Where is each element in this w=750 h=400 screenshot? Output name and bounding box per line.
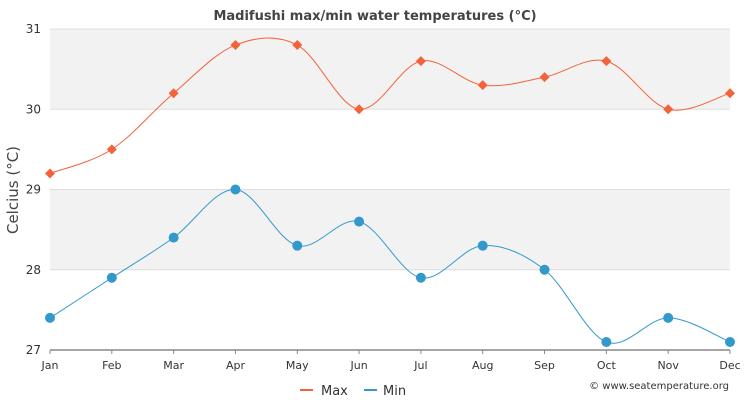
data-point-min[interactable] <box>415 272 426 283</box>
data-point-max[interactable] <box>45 168 55 179</box>
x-axis-ticks: Jan Feb Mar Apr May Jun Jul Aug Sep Oct Nov Dec <box>41 350 741 372</box>
x-tick-label: Mar <box>163 359 184 372</box>
legend-min-label: Min <box>383 384 406 399</box>
data-point-max[interactable] <box>539 72 550 83</box>
credit-text: © www.seatemperature.org <box>589 381 729 392</box>
legend[interactable]: Max Min <box>300 384 406 399</box>
chart-title: Madifushi max/min water temperatures (°C… <box>213 9 536 24</box>
x-tick-label: Aug <box>472 359 493 372</box>
plot-band <box>50 189 730 270</box>
data-point-min[interactable] <box>725 336 735 347</box>
series-line-max <box>49 37 731 174</box>
data-point-max[interactable] <box>292 40 303 51</box>
x-tick-label: Oct <box>597 359 617 372</box>
data-point-max[interactable] <box>168 88 179 99</box>
y-tick-label: 27 <box>26 343 41 357</box>
y-tick-label: 29 <box>26 183 41 197</box>
data-point-max[interactable] <box>106 144 117 155</box>
y-tick-label: 30 <box>26 102 41 116</box>
data-point-min[interactable] <box>539 264 550 275</box>
data-point-min[interactable] <box>45 312 55 323</box>
data-point-min[interactable] <box>106 272 117 283</box>
data-point-max[interactable] <box>725 88 735 99</box>
series-points <box>45 40 735 347</box>
y-axis-label: Celcius (°C) <box>4 146 22 234</box>
legend-item-max[interactable]: Max <box>300 384 348 399</box>
x-tick-label: Jan <box>41 359 59 372</box>
plot-band <box>50 269 730 350</box>
x-tick-label: Jun <box>349 359 367 372</box>
y-tick-label: 31 <box>26 22 41 36</box>
x-tick-label: Dec <box>719 359 740 372</box>
y-tick-label: 28 <box>26 263 41 277</box>
data-point-max[interactable] <box>415 56 426 67</box>
data-point-min[interactable] <box>477 240 488 251</box>
data-point-min[interactable] <box>292 240 303 251</box>
data-point-min[interactable] <box>601 336 612 347</box>
data-point-min[interactable] <box>168 232 179 243</box>
data-point-max[interactable] <box>230 40 241 51</box>
y-axis-ticks: 27 28 29 30 31 <box>26 22 41 357</box>
x-tick-label: Nov <box>657 359 679 372</box>
data-point-max[interactable] <box>477 80 488 91</box>
x-tick-label: Feb <box>102 359 121 372</box>
x-tick-label: Sep <box>534 359 555 372</box>
data-point-max[interactable] <box>354 104 365 115</box>
x-tick-label: May <box>286 359 309 372</box>
plot-band <box>50 29 730 110</box>
plot-band <box>50 109 730 190</box>
x-tick-label: Jul <box>413 359 427 372</box>
legend-item-min[interactable]: Min <box>364 384 406 399</box>
legend-max-label: Max <box>321 384 348 399</box>
plot-bands <box>50 29 730 350</box>
data-point-max[interactable] <box>663 104 674 115</box>
data-point-min[interactable] <box>663 312 674 323</box>
data-point-min[interactable] <box>354 216 365 227</box>
x-tick-label: Apr <box>226 359 246 372</box>
data-point-max[interactable] <box>601 56 612 67</box>
data-point-min[interactable] <box>230 184 241 195</box>
